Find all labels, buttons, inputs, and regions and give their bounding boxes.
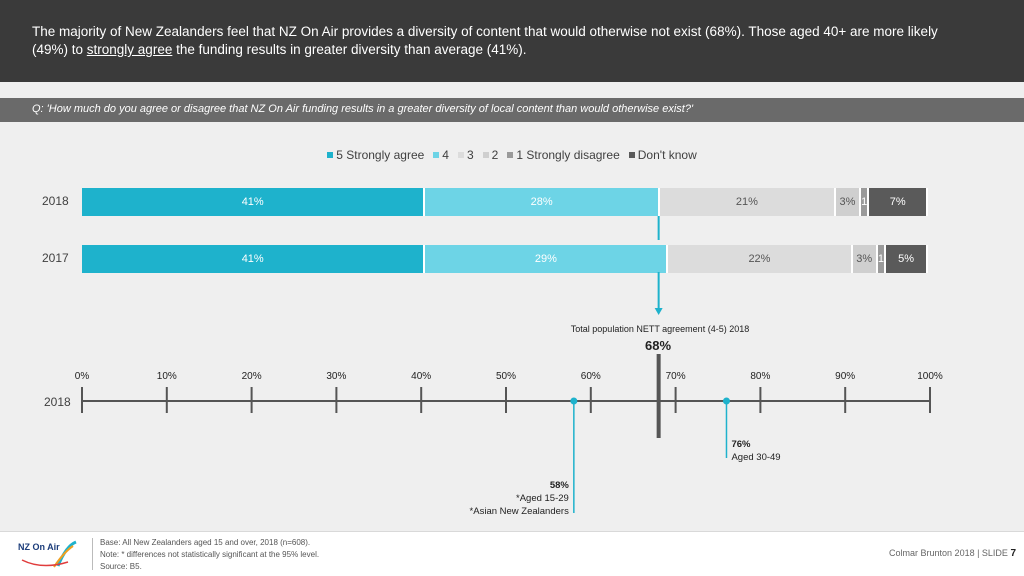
- subgroup-value: 58%: [549, 480, 569, 491]
- headline-emphasis: strongly agree: [86, 42, 173, 57]
- tick-label: 10%: [156, 371, 177, 382]
- connector-arrow-icon: [654, 308, 663, 315]
- nett-title: Total population NETT agreement (4-5) 20…: [570, 324, 750, 334]
- legend-item: 1 Strongly disagree: [507, 147, 620, 163]
- tick-label: 100%: [917, 371, 943, 382]
- legend-label: 3: [466, 148, 474, 162]
- bar-segment: 1: [860, 188, 870, 216]
- legend-item: 4: [433, 147, 449, 163]
- legend-item: Don't know: [628, 147, 697, 163]
- subgroup-description: *Aged 15-29: [516, 493, 569, 504]
- footer-divider-line: [0, 531, 1024, 532]
- legend-swatch: [628, 152, 635, 158]
- logo-swoosh-icon: [21, 540, 77, 568]
- question-bar: Q: 'How much do you agree or disagree th…: [0, 98, 1024, 122]
- subgroup-annotation: 76% Aged 30-49: [731, 438, 780, 464]
- legend-item: 5 Strongly agree: [327, 147, 424, 163]
- legend-label: 5 Strongly agree: [336, 148, 425, 162]
- legend-swatch: [327, 152, 334, 158]
- subgroup-point: [570, 397, 578, 405]
- legend-swatch: [482, 152, 489, 158]
- subgroup-description: Aged 30-49: [731, 452, 781, 463]
- bar-segment: 28%: [425, 188, 660, 216]
- chart-legend: 5 Strongly agree 4 3 2 1 Strongly disagree Do…: [0, 147, 1024, 163]
- subgroup-description: *Asian New Zealanders: [469, 506, 569, 517]
- bar-segment: 29%: [425, 245, 669, 273]
- headline-line1: The majority of New Zealanders feel that…: [32, 24, 938, 39]
- headline-line2-end: the funding results in greater diversity…: [172, 42, 527, 57]
- bar-segment: 3%: [835, 188, 861, 216]
- footer-significance-note: Note: * differences not statistically si…: [100, 550, 320, 559]
- footer-vertical-divider: [92, 538, 93, 570]
- legend-item: 2: [482, 147, 499, 163]
- bar-segment: 21%: [659, 188, 836, 216]
- timeline-year-label: 2018: [44, 395, 71, 409]
- bar-segment: 22%: [668, 245, 853, 273]
- slide-number: 7: [1010, 548, 1016, 559]
- bar-segment: 41%: [82, 188, 426, 216]
- footer-notes: Base: All New Zealanders aged 15 and ove…: [100, 537, 319, 573]
- tick-label: 70%: [665, 371, 686, 382]
- legend-label: 4: [442, 148, 449, 162]
- slide-header: The majority of New Zealanders feel that…: [0, 0, 1024, 82]
- tick-label: 90%: [835, 371, 856, 382]
- legend-item: 3: [457, 147, 474, 163]
- headline: The majority of New Zealanders feel that…: [32, 23, 992, 59]
- slide-credit: Colmar Brunton 2018 | SLIDE 7: [889, 548, 1016, 559]
- subgroup-annotation: 58% *Aged 15-29 *Asian New Zealanders: [419, 479, 569, 518]
- legend-label: 1 Strongly disagree: [516, 148, 620, 162]
- bar-segment: 1: [877, 245, 887, 273]
- footer-source-note: Source: B5.: [100, 562, 142, 571]
- bar-segment: 7%: [869, 188, 928, 216]
- bar-segment: 41%: [82, 245, 426, 273]
- tick-label: 30%: [326, 371, 347, 382]
- bar-row-label: 2018: [42, 194, 69, 208]
- legend-swatch: [507, 152, 514, 158]
- tick-label: 80%: [750, 371, 771, 382]
- tick-label: 0%: [74, 371, 90, 382]
- nz-on-air-logo: NZ On Air: [18, 540, 78, 570]
- tick-label: 50%: [495, 371, 516, 382]
- question-text: Q: 'How much do you agree or disagree th…: [32, 103, 694, 115]
- headline-line2-start: (49%) to: [32, 42, 87, 57]
- tick-label: 60%: [580, 371, 601, 382]
- legend-label: Don't know: [637, 148, 697, 162]
- bar-segment: 3%: [852, 245, 878, 273]
- credit-text: Colmar Brunton 2018 | SLIDE: [889, 548, 1011, 558]
- tick-label: 40%: [411, 371, 432, 382]
- footer: [0, 532, 1024, 576]
- tick-label: 20%: [241, 371, 262, 382]
- legend-label: 2: [491, 148, 499, 162]
- logo-text: NZ On Air: [18, 542, 60, 552]
- legend-swatch: [433, 152, 440, 158]
- footer-base-note: Base: All New Zealanders aged 15 and ove…: [100, 538, 311, 547]
- legend-swatch: [457, 152, 464, 158]
- bar-row-label: 2017: [42, 251, 69, 265]
- subgroup-value: 76%: [731, 439, 751, 450]
- subgroup-point: [722, 397, 730, 405]
- nett-total-value: 68%: [644, 338, 672, 353]
- bar-segment: 5%: [886, 245, 928, 273]
